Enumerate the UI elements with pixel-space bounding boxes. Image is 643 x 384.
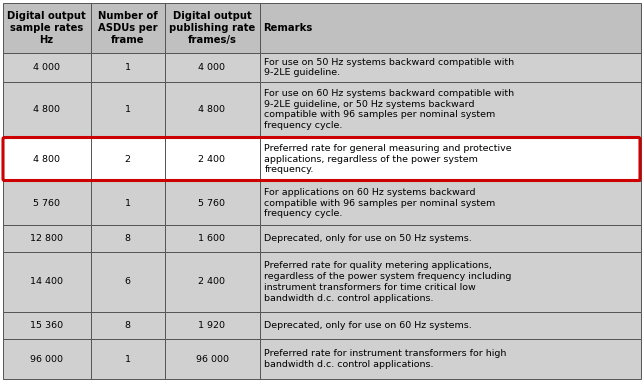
Bar [260,339,640,379]
Text: 6: 6 [125,278,131,286]
Bar [165,252,260,312]
Text: For use on 50 Hz systems backward compatible with
9-2LE guideline.: For use on 50 Hz systems backward compat… [264,58,514,77]
Bar [165,225,260,252]
Text: 4 800: 4 800 [33,105,60,114]
Text: Deprecated, only for use on 60 Hz systems.: Deprecated, only for use on 60 Hz system… [264,321,472,330]
Text: 15 360: 15 360 [30,321,63,330]
Text: 2: 2 [125,154,131,164]
Text: 12 800: 12 800 [30,234,63,243]
Text: 1: 1 [125,354,131,364]
Bar [3,53,91,82]
Text: 1: 1 [125,63,131,72]
Bar [165,137,260,181]
Bar [260,252,640,312]
Bar [260,312,640,339]
Text: 1 600: 1 600 [199,234,226,243]
Bar [260,53,640,82]
Bar [3,3,91,53]
Bar [260,181,640,225]
Text: 1: 1 [125,105,131,114]
Bar [3,82,91,137]
Text: 8: 8 [125,321,131,330]
Bar [91,53,165,82]
Bar [91,312,165,339]
Bar [165,339,260,379]
Text: Digital output
publishing rate
frames/s: Digital output publishing rate frames/s [169,11,255,45]
Bar [3,225,91,252]
Bar [3,137,91,181]
Text: Preferred rate for general measuring and protective
applications, regardless of : Preferred rate for general measuring and… [264,144,512,174]
Bar [3,181,91,225]
Bar [165,82,260,137]
Text: 5 760: 5 760 [33,199,60,207]
Text: Number of
ASDUs per
frame: Number of ASDUs per frame [98,11,158,45]
Bar [91,252,165,312]
Text: 4 000: 4 000 [199,63,226,72]
Text: 96 000: 96 000 [195,354,228,364]
Bar [260,137,640,181]
Bar [165,53,260,82]
Bar [260,225,640,252]
Text: 14 400: 14 400 [30,278,63,286]
Text: 1: 1 [125,199,131,207]
Text: Digital output
sample rates
Hz: Digital output sample rates Hz [7,11,86,45]
Bar [91,225,165,252]
Bar [260,3,640,53]
Bar [165,312,260,339]
Bar [91,82,165,137]
Text: Remarks: Remarks [264,23,312,33]
Text: For use on 60 Hz systems backward compatible with
9-2LE guideline, or 50 Hz syst: For use on 60 Hz systems backward compat… [264,89,514,130]
Bar [3,339,91,379]
Text: 96 000: 96 000 [30,354,63,364]
Text: 4 800: 4 800 [199,105,226,114]
Text: 2 400: 2 400 [199,278,226,286]
Text: For applications on 60 Hz systems backward
compatible with 96 samples per nomina: For applications on 60 Hz systems backwa… [264,188,496,218]
Bar [165,181,260,225]
Bar [91,339,165,379]
Bar [3,252,91,312]
Bar [165,3,260,53]
Text: 4 000: 4 000 [33,63,60,72]
Text: Deprecated, only for use on 50 Hz systems.: Deprecated, only for use on 50 Hz system… [264,234,472,243]
Text: 1 920: 1 920 [199,321,226,330]
Text: Preferred rate for quality metering applications,
regardless of the power system: Preferred rate for quality metering appl… [264,262,512,303]
Text: 2 400: 2 400 [199,154,226,164]
Text: 5 760: 5 760 [199,199,226,207]
Text: 8: 8 [125,234,131,243]
Bar [91,3,165,53]
Bar [91,137,165,181]
Text: 4 800: 4 800 [33,154,60,164]
Text: Preferred rate for instrument transformers for high
bandwidth d.c. control appli: Preferred rate for instrument transforme… [264,349,507,369]
Bar [260,82,640,137]
Bar [91,181,165,225]
Bar [3,312,91,339]
